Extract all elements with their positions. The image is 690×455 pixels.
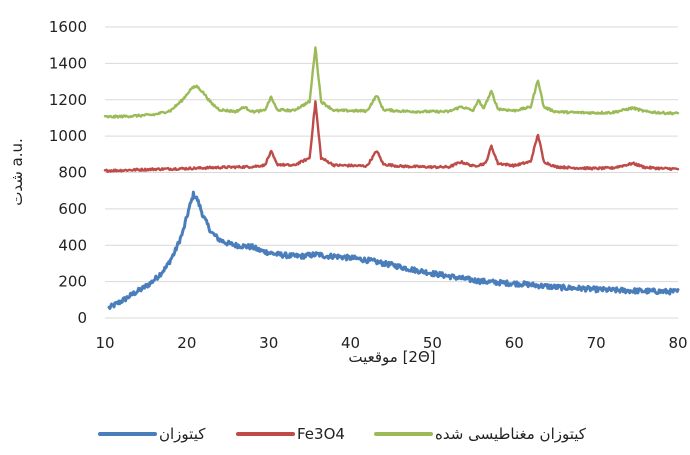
x-axis: 10 20 30 40 50 60 70 80 (95, 334, 687, 352)
legend-label-2: Fe3O4 (297, 425, 345, 443)
series-line-1 (107, 190, 680, 310)
y-tick-label: 200 (58, 273, 87, 291)
y-tick-label: 0 (77, 309, 87, 327)
y-tick-label: 600 (58, 200, 87, 218)
x-tick-label: 10 (95, 334, 114, 352)
y-tick-label: 1400 (49, 54, 87, 72)
x-tick-label: 40 (341, 334, 360, 352)
x-tick-label: 30 (259, 334, 278, 352)
x-tick-label: 80 (668, 334, 687, 352)
series-line-3 (103, 46, 680, 119)
legend: کیتوزان Fe3O4 کیتوزان مغناطیسی شده (98, 425, 587, 443)
x-tick-label: 50 (423, 334, 442, 352)
y-axis: 0 200 400 600 800 1000 1200 1400 1600 (49, 18, 87, 327)
legend-label-1: کیتوزان (159, 425, 206, 443)
y-tick-label: 1000 (49, 127, 87, 145)
y-tick-label: 800 (58, 164, 87, 182)
grid-lines (105, 26, 678, 319)
y-tick-label: 1600 (49, 18, 87, 36)
x-tick-label: 20 (177, 334, 196, 352)
y-tick-label: 1200 (49, 91, 87, 109)
series-line-2 (103, 100, 680, 173)
y-tick-label: 400 (58, 236, 87, 254)
series-group (103, 46, 680, 310)
x-tick-label: 60 (505, 334, 524, 352)
legend-label-3: کیتوزان مغناطیسی شده (435, 425, 587, 443)
y-axis-title: شدت a.u. (8, 138, 26, 206)
x-tick-label: 70 (587, 334, 606, 352)
x-axis-title: موقعیت [2Θ] (348, 348, 435, 366)
